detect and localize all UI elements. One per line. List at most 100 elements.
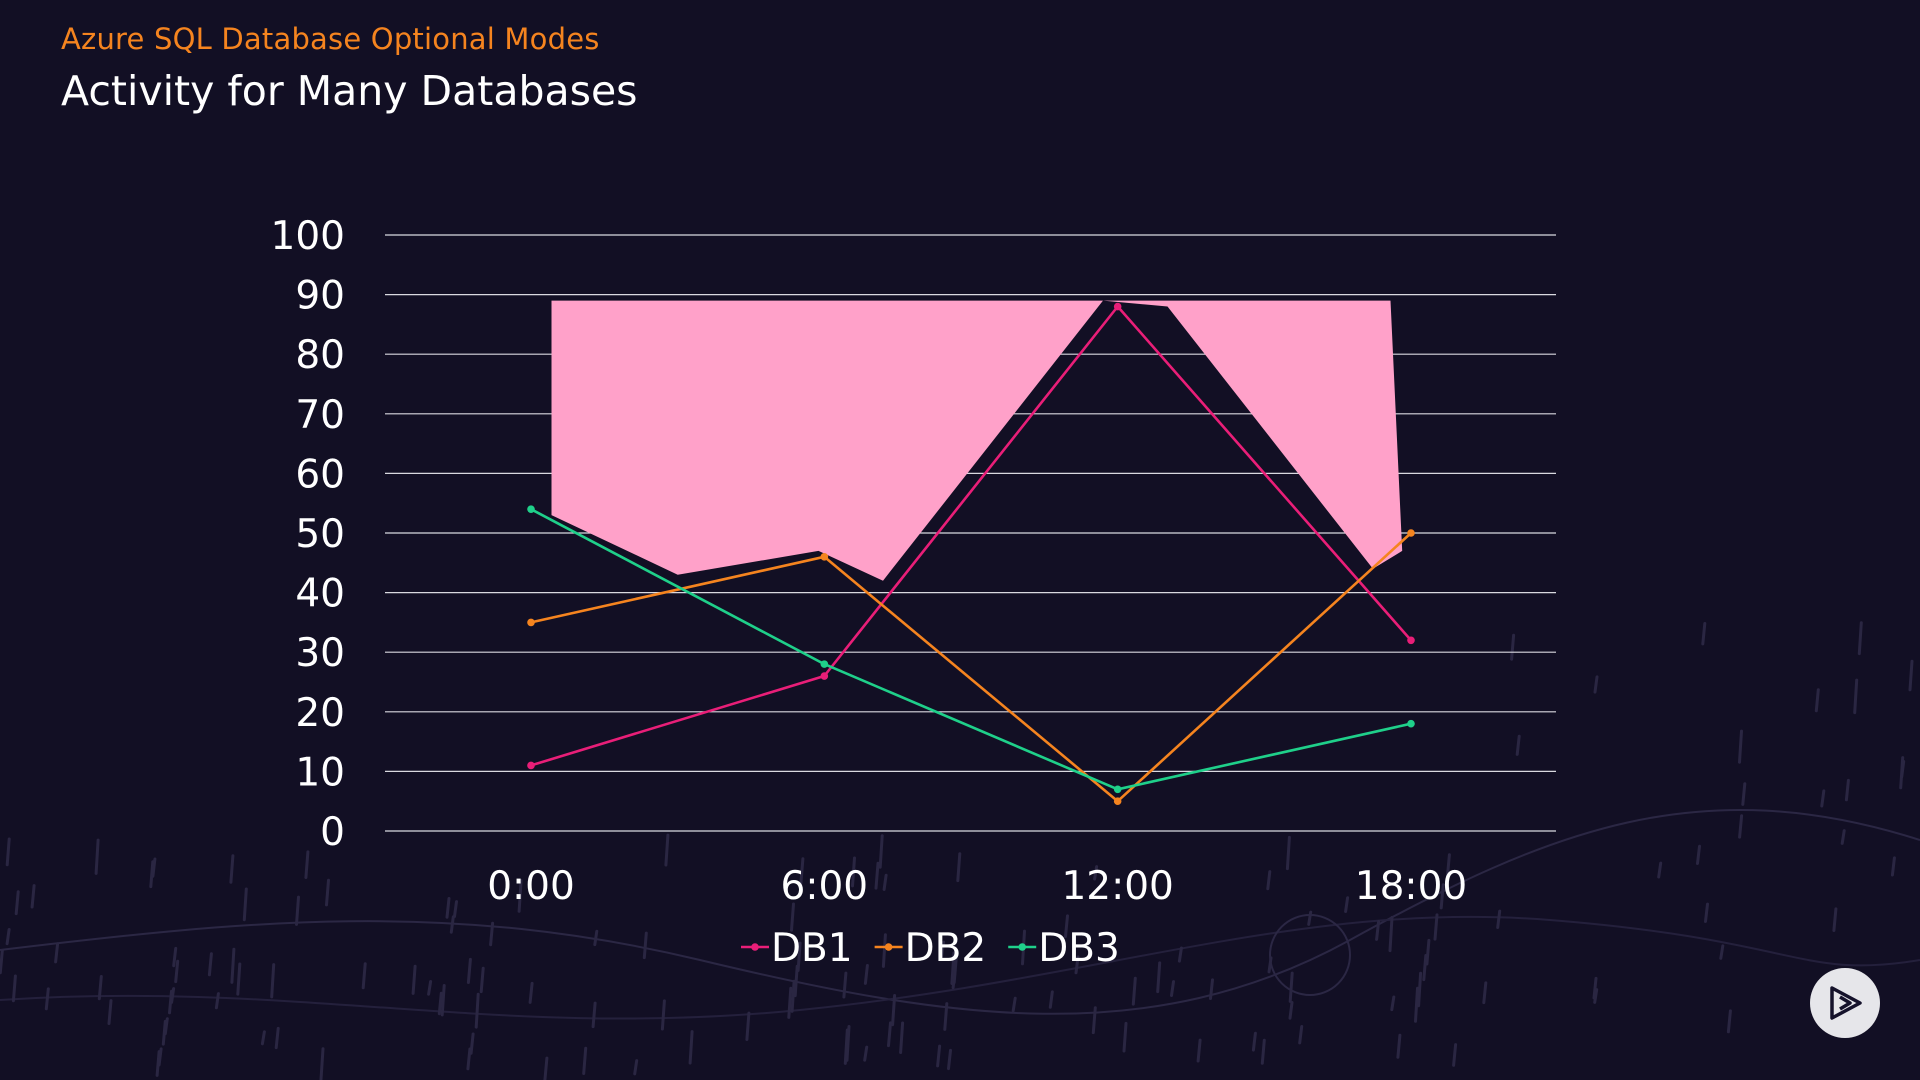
background-dash [1266,870,1272,891]
background-dash [591,1001,597,1029]
background-dash [1048,990,1054,1009]
data-point-db2 [1407,529,1415,537]
y-tick-label: 0 [320,810,345,855]
background-dash [1422,954,1428,982]
background-dash [319,1047,325,1080]
legend-marker-db3 [1018,943,1027,951]
background-dash [54,942,60,964]
y-tick-label: 40 [295,572,345,617]
legend-label-db3: DB3 [1038,926,1120,971]
legend-marker-db1 [751,943,759,951]
background-dash [466,957,472,984]
data-point-db2 [527,618,535,627]
background-dash [1439,883,1445,910]
background-dash [1344,896,1350,913]
background-dash [274,1026,280,1050]
background-dash [1170,980,1175,997]
background-dash [270,963,276,999]
background-dash [1832,907,1838,932]
background-dash [1840,829,1846,845]
background-dash [1414,986,1419,1023]
background-dash [1156,961,1162,994]
series-line-db3 [530,508,1412,791]
y-tick-label: 10 [295,750,345,795]
legend: DB1 DB2 DB3 [741,926,1120,971]
background-dash [11,974,17,1003]
background-dash [1719,944,1725,960]
data-point-db2 [820,553,829,561]
background-dash [295,895,300,926]
background-dash [445,897,451,919]
background-dash [633,1059,639,1076]
background-dash [543,1056,549,1080]
x-tick-label: 0:00 [487,864,575,909]
data-point-db3 [1407,719,1415,728]
background-dash [950,951,956,985]
y-tick-label: 60 [295,452,345,497]
background-dash [1093,865,1099,881]
data-point-db3 [1113,785,1122,794]
player-button[interactable] [1810,968,1880,1038]
background-dash [1122,1021,1128,1053]
background-dash [745,1011,751,1041]
background-dash [1388,915,1394,953]
background-dash [793,964,799,998]
x-axis: 0:00 6:00 12:00 18:00 [487,864,1467,909]
background-dash [1853,678,1859,715]
background-dash [882,873,888,891]
background-dash [1011,996,1017,1013]
background-dash [952,956,958,984]
background-dash [863,1045,869,1062]
y-tick-label: 100 [271,214,345,259]
background-wave [0,915,1920,1020]
y-tick-label: 90 [295,274,345,319]
background-dash [1482,981,1488,1005]
y-tick-label: 50 [295,512,345,557]
background-dash [881,933,887,968]
background-dash [851,856,856,888]
background-dash [1908,659,1914,692]
background-dash [688,1030,694,1065]
background-dash [1857,621,1863,656]
background-dash [1657,861,1663,879]
background-dash [5,928,11,946]
background-dash [1738,729,1743,764]
slide-title: Activity for Many Databases [61,67,638,115]
legend-marker-db2 [884,943,893,951]
background-dash [242,887,248,922]
data-point-db1 [820,672,829,680]
x-tick-label: 18:00 [1355,864,1467,909]
background-dash [489,921,495,947]
background-dash [449,915,455,934]
series-layer [527,302,1415,805]
background-dash [157,1047,163,1067]
legend-label-db1: DB1 [771,926,853,971]
background-dash [1177,946,1183,963]
background-dash [325,878,330,907]
background-dash [469,1032,475,1055]
background-dash [1417,971,1423,1008]
background-dash [453,900,458,918]
background-dash [230,947,236,984]
background-dash [1267,956,1273,974]
background-dash [1288,1001,1294,1020]
background-dash [943,1002,949,1031]
background-dash [14,890,20,916]
background-dash [229,854,235,884]
background-dash [0,949,4,975]
background-dash [1091,1006,1097,1035]
x-tick-label: 12:00 [1061,864,1173,909]
background-dash [1433,913,1439,941]
series-line-db1 [530,305,1412,767]
background-dash [936,1044,942,1068]
background-dash [842,971,848,999]
background-dash [1390,995,1396,1012]
data-point-db2 [1113,797,1122,805]
x-tick-label: 6:00 [781,864,869,909]
background-dash [582,1046,588,1075]
background-dash [427,980,433,996]
background-dashes [0,621,1914,1080]
background-dash [1285,835,1291,871]
